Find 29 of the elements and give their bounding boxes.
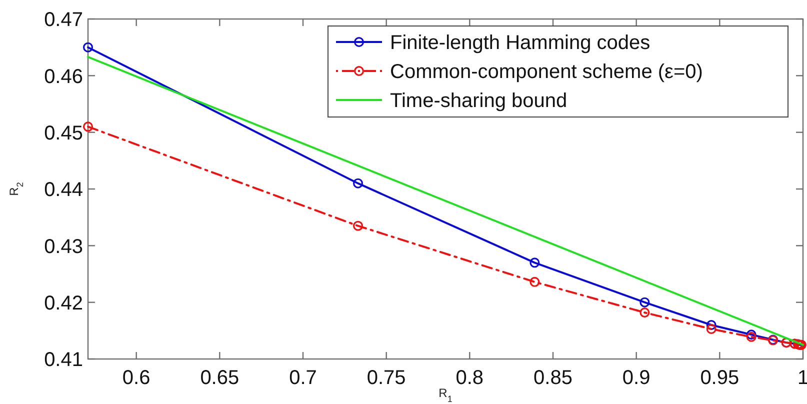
x-axis-title: R$_{1}$: [438, 386, 452, 404]
x-tick-label: 0.75: [366, 367, 406, 389]
y-tick-label: 0.47: [44, 9, 83, 32]
point: [83, 122, 93, 132]
x-tick-label: 0.95: [700, 367, 740, 389]
point: [530, 276, 540, 287]
legend-label: Common-component scheme (ε=0): [390, 61, 703, 84]
x-tick-label: 0.9: [622, 367, 650, 389]
point: [83, 42, 93, 52]
y-tick-label: 0.45: [44, 122, 83, 145]
point: [353, 220, 363, 231]
legend-label: Time-sharing bound: [390, 90, 568, 112]
x-tick-label: 0.8: [456, 367, 484, 389]
x-tick-label: 0.6: [122, 367, 150, 389]
x-tick-label: 0.65: [200, 367, 240, 389]
point: [640, 297, 650, 308]
y-tick-label: 0.41: [44, 349, 83, 372]
y-tick-label: 0.43: [44, 236, 83, 258]
y-tick-label: 0.46: [44, 66, 83, 88]
legend-label: Finite-length Hamming codes: [390, 32, 650, 54]
y-tick-label: 0.42: [44, 292, 83, 315]
point: [353, 178, 363, 188]
x-tick-label: 0.85: [534, 367, 572, 389]
point: [706, 320, 716, 330]
y-tick-label: 0.44: [44, 179, 83, 202]
x-tick-label: 0.7: [289, 367, 317, 389]
point: [530, 258, 540, 268]
point: [706, 324, 716, 334]
point: [640, 308, 650, 318]
